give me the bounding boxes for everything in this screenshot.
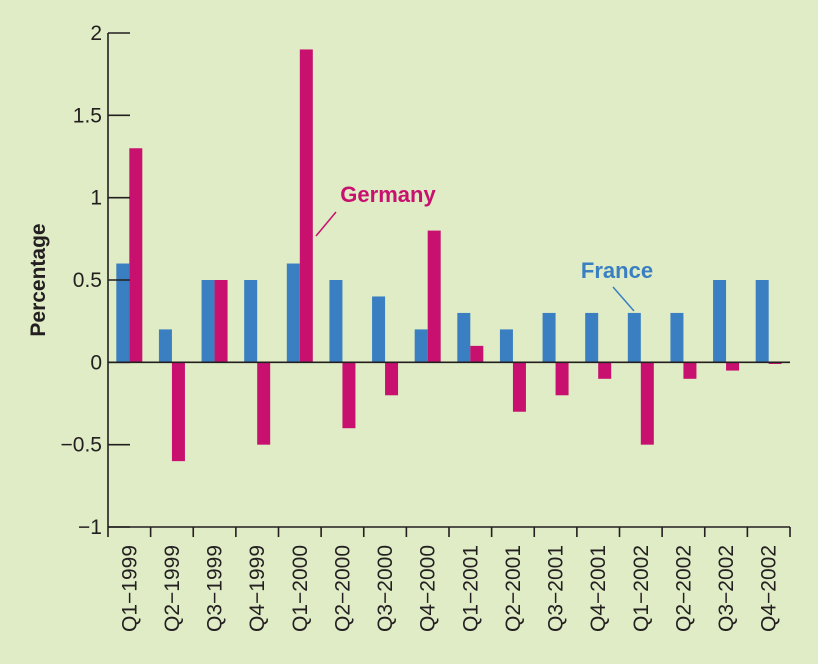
labels-layer: Percentage Germany France <box>27 182 653 337</box>
bar-germany <box>427 230 441 363</box>
bar-france <box>542 312 556 363</box>
series-label-germany: Germany <box>340 182 436 207</box>
bar-germany <box>683 362 697 379</box>
y-tick-label: 0.5 <box>73 269 102 292</box>
x-tick-label: Q4−2000 <box>417 545 440 632</box>
series-leader-germany <box>315 211 337 237</box>
y-tick-label: 1 <box>90 187 102 210</box>
x-tick-label: Q3−2000 <box>374 545 397 632</box>
bar-france <box>372 296 386 363</box>
bar-germany <box>257 362 271 445</box>
bars-layer <box>116 49 782 462</box>
y-axis-title: Percentage <box>27 223 50 336</box>
bar-france <box>457 312 471 363</box>
bar-france <box>116 263 130 363</box>
x-tick-label: Q1−2000 <box>289 545 312 632</box>
bar-germany <box>385 362 399 396</box>
bar-germany <box>342 362 356 429</box>
bar-germany <box>512 362 526 412</box>
x-tick-label: Q1−2001 <box>459 545 482 632</box>
x-tick-label: Q2−2002 <box>672 545 695 632</box>
y-tick-label: −1 <box>78 516 102 539</box>
series-leader-france <box>612 286 635 312</box>
bar-france <box>755 280 769 363</box>
bar-france <box>713 280 727 363</box>
x-tick-label: Q3−1999 <box>204 545 227 632</box>
x-tick-label: Q4−2001 <box>587 545 610 632</box>
x-tick-label: Q2−2001 <box>502 545 525 632</box>
y-tick-label: 2 <box>90 22 102 45</box>
bar-france <box>201 280 215 363</box>
x-tick-label: Q1−2002 <box>630 545 653 632</box>
bar-germany <box>726 362 740 371</box>
bar-france <box>244 280 258 363</box>
bar-germany <box>470 345 484 363</box>
x-tick-label: Q4−1999 <box>246 545 269 632</box>
x-tick-label: Q2−1999 <box>161 545 184 632</box>
bar-germany <box>129 148 143 363</box>
ticks-layer: −1 −0.5 0 0.5 1 1.5 2 Q1−1999 Q2−1999 Q3−1999 Q4−1… <box>61 22 791 632</box>
bar-germany <box>214 280 228 363</box>
y-tick-label: −0.5 <box>61 434 102 457</box>
x-tick-label: Q3−2001 <box>545 545 568 632</box>
bar-germany <box>768 362 782 364</box>
bar-germany <box>598 362 612 379</box>
bar-france <box>670 312 684 363</box>
bar-france <box>329 280 343 363</box>
series-label-france: France <box>581 258 653 283</box>
bar-germany <box>171 362 185 462</box>
bar-germany <box>640 362 654 445</box>
y-tick-label: 1.5 <box>73 104 102 127</box>
x-tick-label: Q4−2002 <box>758 545 781 632</box>
bar-france <box>286 263 300 363</box>
bar-germany <box>555 362 569 396</box>
bar-france <box>499 329 513 363</box>
x-tick-label: Q3−2002 <box>715 545 738 632</box>
bar-france <box>158 329 172 363</box>
x-tick-label: Q2−2000 <box>331 545 354 632</box>
bar-france <box>414 329 428 363</box>
bar-germany <box>299 49 313 363</box>
bar-france <box>585 312 599 363</box>
x-tick-label: Q1−1999 <box>118 545 141 632</box>
bar-france <box>627 312 641 363</box>
y-tick-label: 0 <box>90 351 102 374</box>
